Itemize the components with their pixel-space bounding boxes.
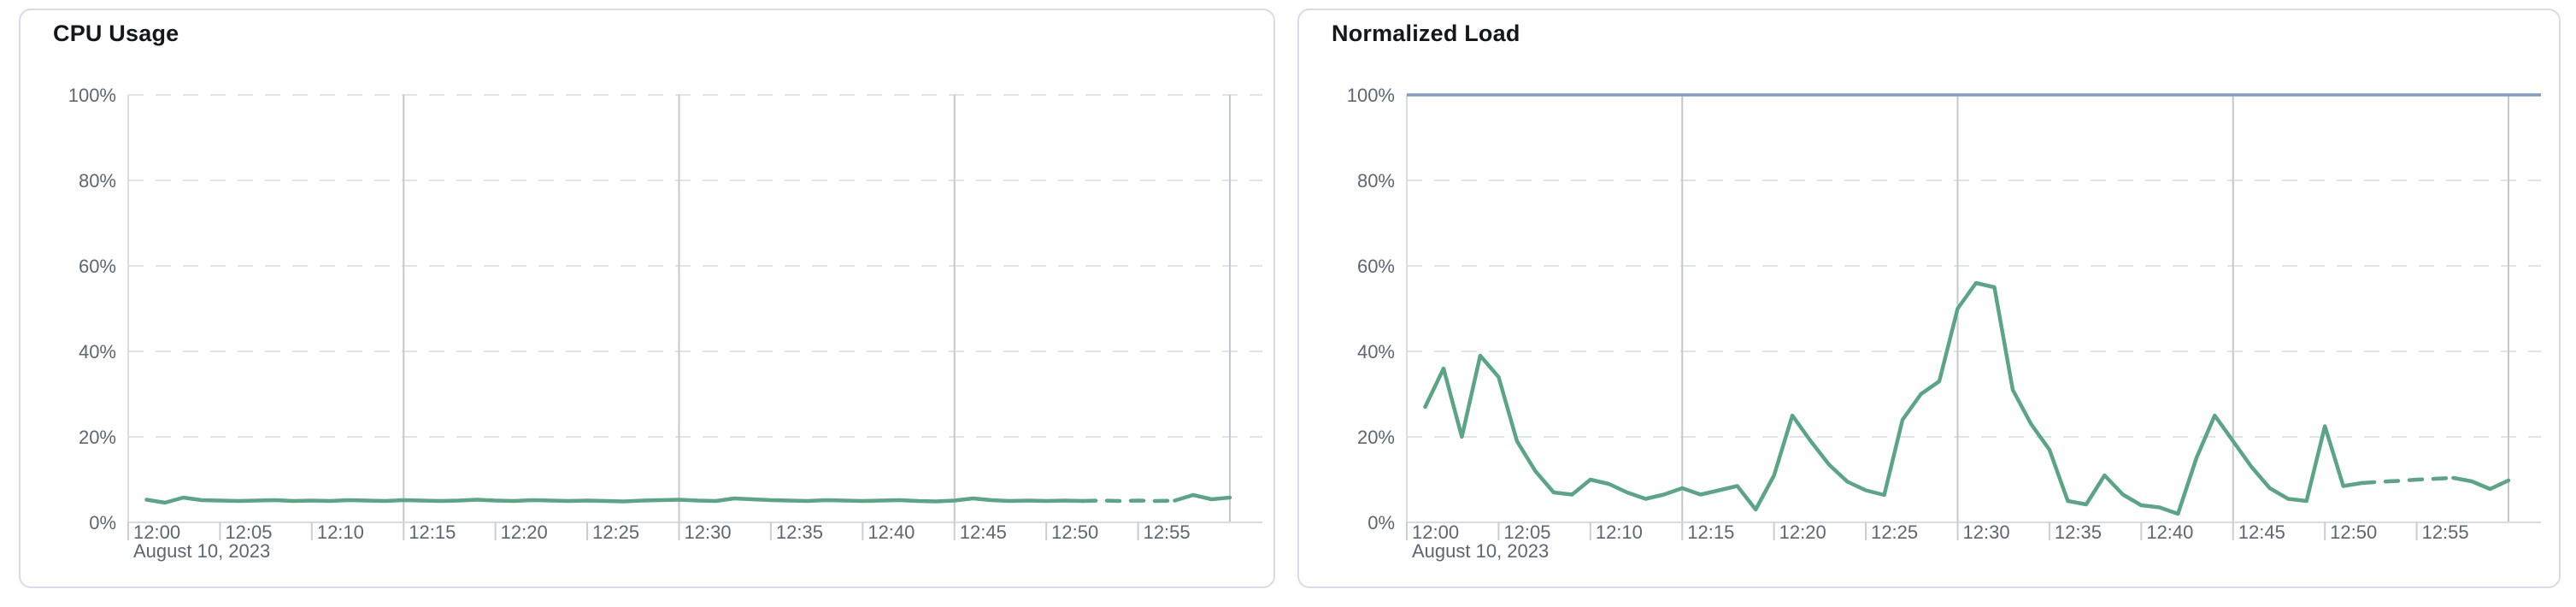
x-tick-label: 12:55 <box>1144 522 1191 543</box>
x-tick-label: 12:00 <box>133 522 180 543</box>
x-tick-label: 12:25 <box>592 522 639 543</box>
y-tick-label: 100% <box>1347 85 1395 106</box>
x-tick-label: 12:35 <box>776 522 823 543</box>
y-tick-label: 40% <box>79 341 116 362</box>
x-tick-label: 12:50 <box>2330 522 2377 543</box>
x-tick-label: 12:00 <box>1412 522 1459 543</box>
x-tick-label: 12:20 <box>501 522 548 543</box>
normalized-load-line <box>2451 475 2511 492</box>
x-axis-date-label: August 10, 2023 <box>133 540 270 562</box>
x-tick-label: 12:05 <box>225 522 272 543</box>
y-tick-label: 60% <box>1357 256 1395 277</box>
y-tick-label: 80% <box>79 170 116 192</box>
cpu-usage-card: CPU Usage 12:00 12:05 12:10 12:15 12:20 12:25… <box>19 9 1275 588</box>
y-tick-label: 80% <box>1357 170 1395 192</box>
y-tick-label: 0% <box>1367 512 1395 533</box>
x-tick-label: 12:40 <box>867 522 915 543</box>
x-tick-label: 12:10 <box>317 522 364 543</box>
x-tick-label: 12:25 <box>1871 522 1918 543</box>
x-tick-label: 12:20 <box>1779 522 1826 543</box>
y-tick-label: 100% <box>68 85 116 106</box>
x-tick-label: 12:05 <box>1503 522 1550 543</box>
x-tick-label: 12:30 <box>1963 522 2010 543</box>
x-tick-label: 12:10 <box>1596 522 1643 543</box>
normalized-load-card: Normalized Load 12:00 12:05 12:10 12:15 12:2… <box>1297 9 2561 588</box>
cpu-usage-plot-area[interactable]: 12:00 12:05 12:10 12:15 12:20 12:25 12:30 12:35… <box>21 10 1277 590</box>
x-tick-label: 12:35 <box>2055 522 2102 543</box>
y-tick-label: 20% <box>79 427 116 448</box>
y-tick-label: 60% <box>79 256 116 277</box>
normalized-load-line-dashed <box>2359 475 2455 486</box>
chart-title: CPU Usage <box>53 21 179 46</box>
y-tick-label: 0% <box>89 512 116 533</box>
normalized-load-line <box>1423 280 2364 516</box>
x-tick-label: 12:55 <box>2422 522 2469 543</box>
normalized-load-plot-area[interactable]: 12:00 12:05 12:10 12:15 12:20 12:25 12:30 12:35… <box>1299 10 2555 590</box>
x-axis-date-label: August 10, 2023 <box>1412 540 1549 562</box>
x-tick-label: 12:30 <box>685 522 732 543</box>
x-tick-label: 12:15 <box>1687 522 1734 543</box>
x-tick-label: 12:50 <box>1051 522 1098 543</box>
x-tick-label: 12:45 <box>2238 522 2285 543</box>
cpu-usage-line <box>1173 492 1232 503</box>
x-tick-label: 12:40 <box>2146 522 2193 543</box>
y-tick-label: 40% <box>1357 341 1395 362</box>
y-tick-label: 20% <box>1357 427 1395 448</box>
x-tick-label: 12:15 <box>409 522 456 543</box>
chart-title: Normalized Load <box>1332 21 1520 46</box>
cpu-usage-line-dashed <box>1080 498 1177 504</box>
x-tick-label: 12:45 <box>960 522 1007 543</box>
cpu-usage-line <box>144 495 1085 505</box>
